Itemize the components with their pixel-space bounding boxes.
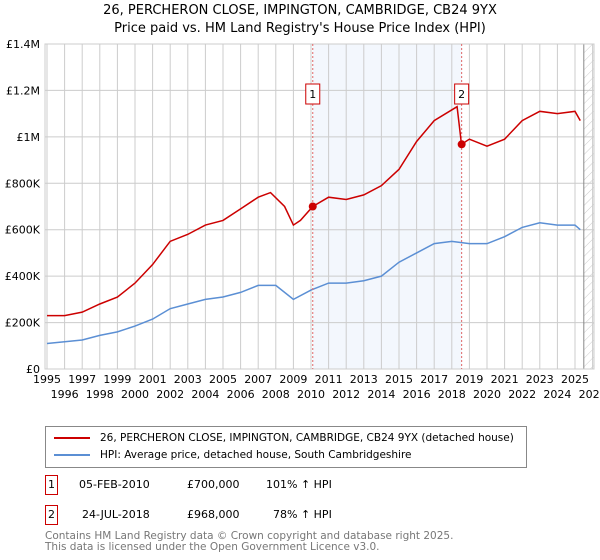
legend-label: 26, PERCHERON CLOSE, IMPINGTON, CAMBRIDG… — [100, 432, 514, 444]
plot-border — [44, 43, 595, 370]
x-tick-label: 2007 — [244, 373, 272, 386]
x-tick-label: 2016 — [403, 388, 431, 401]
x-tick-label: 2014 — [367, 388, 395, 401]
x-tick-label: 1996 — [51, 388, 79, 401]
y-tick-label: £600K — [5, 224, 41, 237]
y-tick-label: £0 — [26, 363, 40, 376]
x-tick-label: 2026 — [579, 388, 600, 401]
sale-price: £700,000 — [187, 478, 240, 491]
footer-line: This data is licensed under the Open Gov… — [45, 541, 380, 553]
x-tick-label: 1999 — [103, 373, 131, 386]
footer: Contains HM Land Registry data © Crown c… — [45, 531, 453, 553]
x-tick-label: 2020 — [473, 388, 501, 401]
x-tick-label: 2004 — [191, 388, 219, 401]
x-tick-label: 1997 — [68, 373, 96, 386]
legend-item-property: 26, PERCHERON CLOSE, IMPINGTON, CAMBRIDG… — [54, 430, 514, 446]
ownership-band — [312, 44, 462, 369]
sale-price: £968,000 — [187, 508, 240, 521]
x-tick-label: 2024 — [543, 388, 571, 401]
x-tick-label: 2023 — [526, 373, 554, 386]
legend: 26, PERCHERON CLOSE, IMPINGTON, CAMBRIDG… — [45, 426, 527, 468]
forecast-hatch — [583, 44, 594, 369]
footer-line: Contains HM Land Registry data © Crown c… — [45, 530, 454, 542]
sale-date: 24-JUL-2018 — [82, 508, 150, 521]
sale-point — [457, 140, 466, 149]
y-tick-label: £1.2M — [6, 84, 40, 97]
hpi-line — [46, 221, 581, 345]
legend-item-hpi: HPI: Average price, detached house, Sout… — [54, 447, 412, 463]
x-tick-label: 2000 — [121, 388, 149, 401]
sale-label: 1 — [309, 88, 316, 101]
y-tick-label: £800K — [5, 177, 41, 190]
sale-marker: 1 — [45, 475, 58, 495]
x-tick-label: 2009 — [279, 373, 307, 386]
sale-label-box — [305, 83, 321, 105]
x-tick-label: 2001 — [139, 373, 167, 386]
sale-hpi: 101% ↑ HPI — [266, 478, 332, 491]
x-tick-label: 1998 — [86, 388, 114, 401]
chart-title: 26, PERCHERON CLOSE, IMPINGTON, CAMBRIDG… — [0, 2, 600, 38]
x-tick-label: 1995 — [33, 373, 61, 386]
sale-label-box — [454, 83, 470, 105]
price-chart: 1995 1996 1997 1998 1999 2000 2001 2002 2003 2004… — [5, 38, 600, 401]
sale-label: 2 — [458, 88, 465, 101]
blue-line-icon — [54, 454, 90, 456]
x-tick-label: 2008 — [262, 388, 290, 401]
subtitle-line: Price paid vs. HM Land Registry's House … — [114, 21, 486, 36]
x-tick-label: 2025 — [561, 373, 589, 386]
sale-point — [308, 202, 317, 211]
x-tick-label: 2015 — [385, 373, 413, 386]
y-tick-label: £200K — [5, 317, 41, 330]
x-tick-label: 2003 — [174, 373, 202, 386]
x-tick-label: 2022 — [508, 388, 536, 401]
x-tick-label: 2018 — [438, 388, 466, 401]
sale-date: 05-FEB-2010 — [79, 478, 150, 491]
y-tick-label: £1.4M — [6, 38, 40, 51]
title-line: 26, PERCHERON CLOSE, IMPINGTON, CAMBRIDG… — [103, 3, 497, 18]
sale-hpi: 78% ↑ HPI — [273, 508, 332, 521]
x-tick-label: 2017 — [420, 373, 448, 386]
x-tick-label: 2021 — [491, 373, 519, 386]
x-tick-label: 2006 — [227, 388, 255, 401]
x-tick-label: 2002 — [156, 388, 184, 401]
x-tick-label: 2010 — [297, 388, 325, 401]
x-tick-label: 2012 — [332, 388, 360, 401]
sale-marker: 2 — [45, 505, 58, 525]
x-tick-label: 2005 — [209, 373, 237, 386]
x-tick-label: 2019 — [455, 373, 483, 386]
x-tick-label: 2011 — [315, 373, 343, 386]
red-line-icon — [54, 437, 90, 439]
legend-label: HPI: Average price, detached house, Sout… — [100, 449, 412, 461]
y-tick-label: £400K — [5, 270, 41, 283]
x-tick-label: 2013 — [350, 373, 378, 386]
y-tick-label: £1M — [17, 131, 41, 144]
